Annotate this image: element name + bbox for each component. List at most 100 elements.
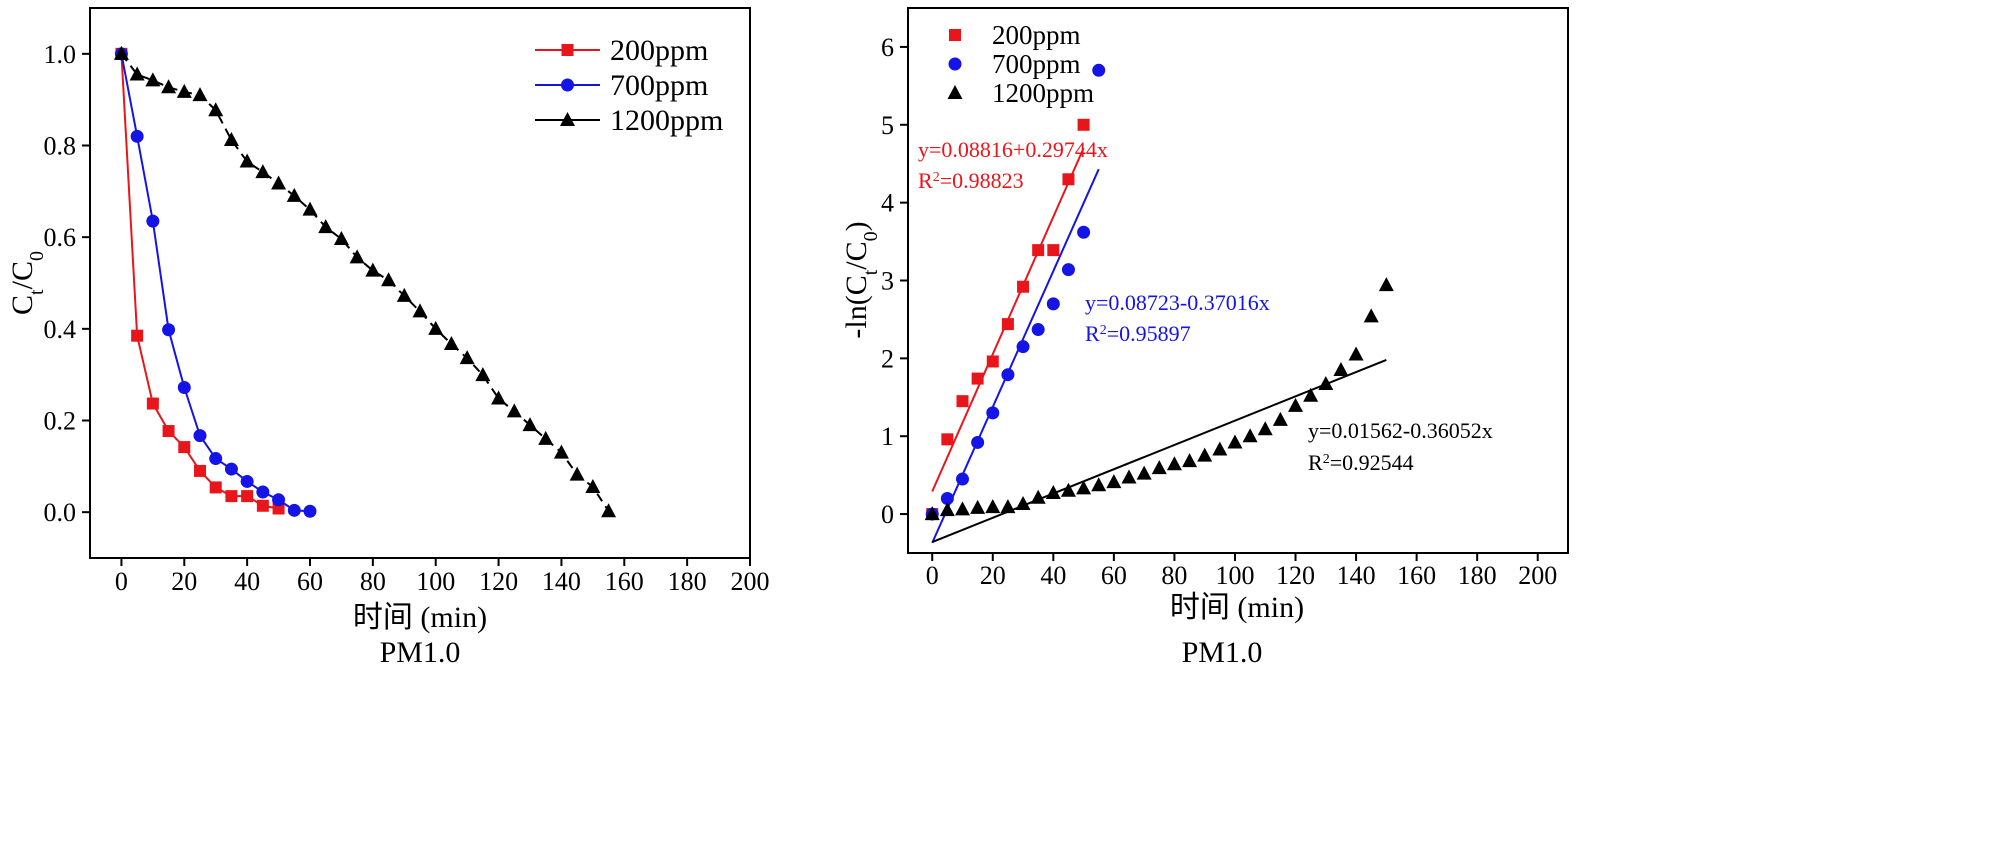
data-point-200ppm [1001,318,1014,331]
x-tick-label-right: 120 [1276,561,1315,590]
x-axis-label-right: 时间 (min) [1170,591,1304,624]
legend-marker-200ppm [949,29,961,41]
x-tick-label-right: 80 [1161,561,1187,590]
data-point-1200ppm [113,45,129,60]
data-point-1200ppm [333,231,349,245]
data-point-200ppm [941,433,954,446]
fit-r2-700ppm: R2=0.95897 [1085,321,1191,346]
data-point-1200ppm [161,79,177,94]
y-tick-label-right: 6 [881,33,894,62]
data-point-1200ppm [176,83,192,98]
data-point-700ppm [193,429,207,443]
data-point-1200ppm [1151,460,1167,475]
y-tick-label-right: 0 [881,500,894,529]
data-point-1200ppm [601,503,617,518]
data-point-700ppm [1031,323,1045,337]
data-point-200ppm [241,490,254,503]
data-point-1200ppm [1212,441,1228,456]
x-tick-label-left: 20 [171,567,197,596]
x-tick-label-left: 120 [479,567,518,596]
data-point-700ppm [146,214,160,228]
data-point-1200ppm [1091,477,1107,492]
data-point-200ppm [1062,173,1075,186]
data-point-1200ppm [1348,346,1364,361]
fit-equation-700ppm: y=0.08723-0.37016x [1085,290,1270,315]
data-point-200ppm [209,481,222,494]
data-point-200ppm [146,397,159,410]
legend-marker-200ppm [561,44,574,56]
data-point-200ppm [162,425,175,438]
series-layer-left [113,45,617,518]
data-point-200ppm [986,355,999,368]
legend-marker-700ppm [948,57,962,71]
legend-label-200ppm: 200ppm [992,20,1081,50]
data-point-1200ppm [1303,387,1319,402]
x-tick-label-left: 0 [115,567,128,596]
data-point-1200ppm [459,350,475,365]
data-point-700ppm [955,472,969,486]
x-axis-ticks-right: 0 20 40 60 80 100 120 140 160 180 200 [926,553,1557,590]
data-point-1200ppm [1363,308,1379,323]
y-tick-label-right: 5 [881,111,894,140]
data-point-1200ppm [1318,376,1334,391]
fit-equation-1200ppm: y=0.01562-0.36052x [1308,418,1493,443]
y-tick-label-left: 0.6 [44,223,77,252]
data-point-1200ppm [302,201,318,216]
legend-label-1200ppm: 1200ppm [610,104,723,137]
chart-left-decay-curve: 0 20 40 60 80 100 120 140 160 180 200 0.0 0.2 0.4 0.6… [6,7,770,669]
data-point-1200ppm [145,72,161,87]
series-line-1200ppm [120,53,610,512]
legend-label-700ppm: 700ppm [610,69,708,102]
legend-label-200ppm: 200ppm [610,34,708,67]
data-point-1200ppm [192,87,208,102]
data-point-700ppm [130,129,144,143]
data-point-1200ppm [1015,495,1031,510]
legend-marker-1200ppm [560,112,575,126]
data-point-1200ppm [1045,485,1061,500]
series-line-700ppm [120,53,311,513]
data-point-1200ppm [985,499,1001,514]
data-point-1200ppm [271,175,287,190]
data-point-700ppm [224,462,238,476]
data-point-200ppm [956,395,969,408]
data-point-1200ppm [522,417,538,432]
data-point-1200ppm [223,132,239,146]
fit-equation-200ppm: y=0.08816+0.29744x [918,137,1108,162]
y-tick-label-right: 2 [881,344,894,373]
data-point-700ppm [1077,225,1091,239]
fit-r2-200ppm: R2=0.98823 [918,168,1024,193]
data-point-1200ppm [412,303,428,318]
data-point-1200ppm [365,262,381,277]
data-point-700ppm [971,435,985,449]
data-point-1200ppm [1378,277,1394,292]
x-axis-label-left: 时间 (min) [353,601,487,634]
y-tick-label-left: 0.2 [44,407,77,436]
data-point-700ppm [1016,340,1030,354]
series-layer-right [924,63,1394,544]
y-axis-ticks-left: 0.0 0.2 0.4 0.6 0.8 1.0 [44,40,90,527]
y-tick-label-right: 3 [881,267,894,296]
data-point-1200ppm [1136,465,1152,480]
y-tick-label-left: 1.0 [44,40,77,69]
data-point-1200ppm [506,403,522,418]
data-point-1200ppm [1166,456,1182,471]
data-point-1200ppm [286,187,302,202]
data-point-700ppm [986,406,1000,420]
data-point-1200ppm [475,367,491,382]
x-tick-label-left: 200 [731,567,770,596]
x-tick-label-left: 80 [360,567,386,596]
data-point-200ppm [131,329,144,342]
data-point-200ppm [1017,280,1030,293]
data-point-1200ppm [1288,397,1304,412]
legend-label-700ppm: 700ppm [992,49,1081,79]
data-point-200ppm [256,499,269,512]
data-point-700ppm [272,493,286,507]
data-point-1200ppm [381,272,397,287]
data-point-1200ppm [1106,474,1122,489]
data-point-1200ppm [1076,480,1092,495]
data-point-1200ppm [1182,453,1198,468]
data-point-1200ppm [1060,482,1076,497]
x-tick-label-right: 40 [1040,561,1066,590]
fit-r2-1200ppm: R2=0.92544 [1308,450,1414,475]
